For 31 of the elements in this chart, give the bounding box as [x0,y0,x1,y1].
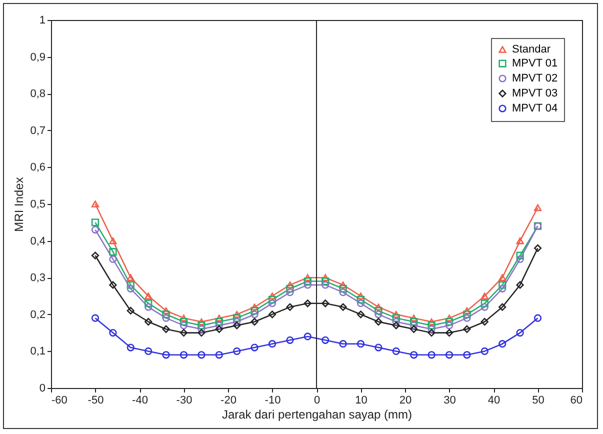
y-tick-label: 0,8 [30,88,46,100]
x-tick-label: -10 [264,394,281,406]
legend-label: MPVT 04 [512,102,558,114]
y-tick-label: 0 [39,382,46,394]
x-tick-label: 0 [314,394,320,406]
legend-label: MPVT 03 [512,88,558,100]
y-tick-label: 0,5 [30,198,46,210]
y-tick-label: 0,6 [30,162,46,174]
x-tick-label: 30 [444,394,456,406]
x-tick-label: -20 [220,394,236,406]
x-tick-label: 20 [399,394,412,406]
y-tick-label: 0,3 [30,272,46,284]
x-axis-title: Jarak dari pertengahan sayap (mm) [222,408,412,422]
x-tick-label: 40 [488,394,500,406]
x-tick-label: 50 [532,394,544,406]
y-tick-label: 1 [39,14,46,26]
y-tick-label: 0,4 [30,235,46,248]
x-tick-label: -30 [176,394,192,406]
x-tick-label: -60 [52,394,68,406]
y-axis-title: MRI Index [12,177,26,232]
legend-label: Standar [512,44,551,56]
y-tick-label: 0,7 [30,124,46,137]
y-tick-label: 0,2 [30,308,46,321]
legend-label: MPVT 01 [512,58,558,70]
y-tick-label: 0,9 [30,51,46,64]
y-tick-label: 0,1 [30,346,46,358]
x-tick-label: -40 [132,394,148,406]
x-tick-label: -50 [88,394,104,406]
x-tick-label: 10 [355,394,368,406]
legend-label: MPVT 02 [512,72,558,84]
x-tick-label: 60 [570,394,582,406]
